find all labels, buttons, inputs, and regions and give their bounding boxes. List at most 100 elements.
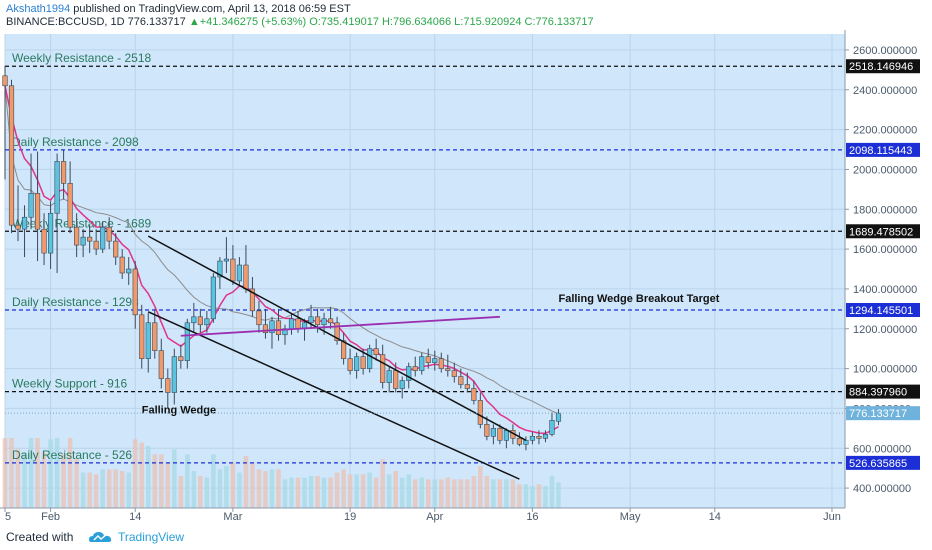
candle xyxy=(119,249,125,279)
candle xyxy=(8,79,15,234)
volume-bar xyxy=(172,449,177,508)
candle-body xyxy=(445,368,451,371)
volume-bar xyxy=(354,474,359,508)
candle xyxy=(542,430,549,443)
volume-bar xyxy=(230,462,236,508)
volume-bar xyxy=(328,477,333,508)
candle xyxy=(197,308,203,333)
candle-body xyxy=(399,380,405,389)
candle xyxy=(490,424,496,445)
candle-body xyxy=(132,268,138,316)
candle xyxy=(21,205,28,258)
candle xyxy=(152,308,158,359)
candle-body xyxy=(61,161,67,184)
candle xyxy=(158,338,164,389)
candle-body xyxy=(8,85,15,226)
candle xyxy=(555,409,562,426)
candle-body xyxy=(34,193,41,230)
candle xyxy=(314,308,321,333)
candle-body xyxy=(165,378,171,393)
trendline-wedge-upper xyxy=(147,235,527,441)
candle xyxy=(354,352,360,379)
volume-bar xyxy=(250,462,255,508)
ema-fast-line xyxy=(4,85,559,435)
candle-body xyxy=(210,276,216,320)
candle-body xyxy=(243,264,249,290)
candle xyxy=(529,432,536,445)
candle xyxy=(275,308,282,341)
candle-body xyxy=(113,240,119,258)
candle xyxy=(191,302,197,333)
candle-body xyxy=(230,258,236,282)
candle xyxy=(262,308,269,339)
plot-area[interactable] xyxy=(5,34,845,508)
level-price-tag xyxy=(846,384,920,399)
candle xyxy=(106,217,112,250)
time-scale xyxy=(0,508,932,525)
candle-body xyxy=(295,318,301,330)
candle-body xyxy=(106,226,112,242)
price-tick-label: 2600.000000 xyxy=(853,45,917,57)
candle-body xyxy=(184,322,190,361)
volume-bar xyxy=(224,466,229,508)
volume-bar xyxy=(87,472,92,508)
candle xyxy=(67,161,73,234)
volume-bar xyxy=(315,476,320,508)
price-tick-label: 1400.000000 xyxy=(853,284,917,296)
candle-body xyxy=(256,310,262,326)
candle-body xyxy=(542,434,549,439)
candle xyxy=(438,352,444,373)
level-label: Daily Resistance - 1293 xyxy=(12,295,139,309)
volume-bar xyxy=(243,456,249,508)
volume-bar xyxy=(185,454,190,508)
tradingview-brand[interactable]: TradingView xyxy=(118,530,185,544)
publish-line: Akshath1994 published on TradingView.com… xyxy=(6,2,351,16)
candle xyxy=(477,392,483,429)
candle-body xyxy=(262,324,269,334)
candle-body xyxy=(191,316,197,324)
candle-body xyxy=(347,358,353,371)
candle-body xyxy=(536,436,542,439)
volume-bar xyxy=(217,469,223,508)
candle-body xyxy=(341,340,347,359)
candle xyxy=(347,348,353,375)
axes: 400.000000600.000000800.0000001000.00000… xyxy=(0,30,932,525)
candle-body xyxy=(412,366,418,371)
volume-bar xyxy=(399,477,405,508)
candle xyxy=(236,257,242,285)
volume-bar xyxy=(269,469,275,508)
volume-bar xyxy=(432,479,438,508)
volume-bar xyxy=(556,482,561,508)
volume-bar xyxy=(465,479,470,508)
time-tick-label: 14 xyxy=(709,511,721,523)
volume-bar xyxy=(100,469,105,508)
volume-bar xyxy=(165,462,171,508)
time-tick-label: Jun xyxy=(823,511,841,523)
ohlc-values: O:735.419017 H:796.634066 L:715.920924 C… xyxy=(309,16,594,28)
volume-bar xyxy=(80,472,86,508)
volume-bar xyxy=(549,476,555,508)
price-chart[interactable]: Weekly Resistance - 2518 Daily Resistance… xyxy=(0,30,932,525)
candle-body xyxy=(484,424,490,437)
author-link[interactable]: Akshath1994 xyxy=(6,3,71,15)
time-tick-label: Apr xyxy=(426,511,443,523)
horizontal-levels: Weekly Resistance - 2518 Daily Resistance… xyxy=(5,51,845,464)
candle-body xyxy=(354,356,360,371)
candle-body xyxy=(197,316,203,326)
volume-bar xyxy=(523,484,529,508)
candle xyxy=(425,348,431,369)
symbol-line: BINANCE:BCCUSD, 1D 776.133717 ▲+41.34627… xyxy=(6,15,594,29)
sma-slow-line xyxy=(4,85,559,415)
candle-body xyxy=(321,318,327,326)
candle-body xyxy=(236,264,242,282)
volume-bar xyxy=(93,474,99,508)
candle-body xyxy=(328,318,334,324)
candle-body xyxy=(406,366,412,381)
price-tick-label: 2200.000000 xyxy=(853,125,917,137)
candle xyxy=(28,153,34,230)
volume-bar xyxy=(458,479,464,508)
volume-bar xyxy=(276,469,281,508)
level-price-tag xyxy=(846,224,920,239)
volume-bar xyxy=(360,474,366,508)
candle xyxy=(516,432,522,447)
